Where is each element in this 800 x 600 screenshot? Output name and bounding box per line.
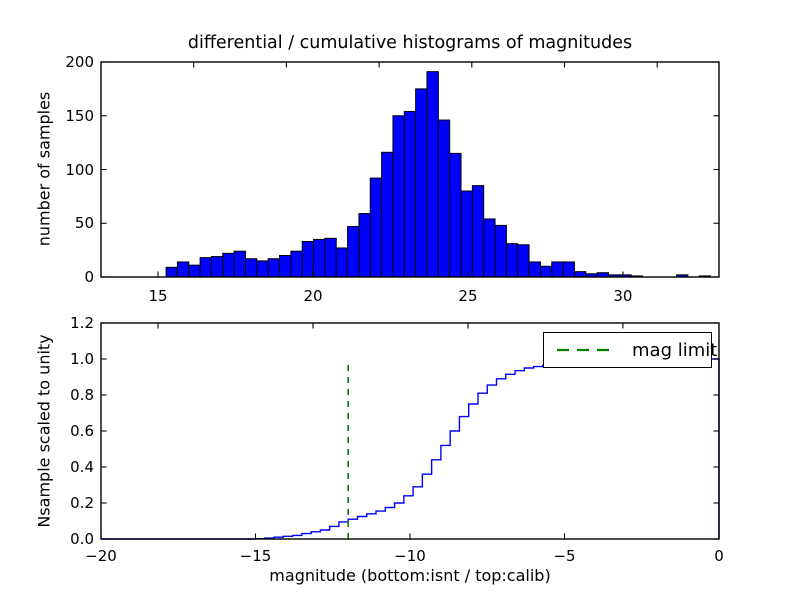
histogram-bar: [222, 252, 235, 278]
histogram-bar: [188, 264, 201, 278]
histogram-bar: [347, 225, 360, 278]
histogram-bar: [437, 119, 451, 278]
histogram-bar: [551, 261, 564, 278]
histogram-bar: [233, 250, 246, 278]
top-chart-xtick-label: 30: [613, 287, 633, 305]
bottom-chart-ytick-label: 0.0: [70, 530, 94, 548]
top-chart-xtick-label: 15: [148, 287, 168, 305]
histogram-bar: [267, 258, 281, 278]
histogram-bar: [392, 115, 405, 278]
histogram-bar: [426, 71, 439, 278]
histogram-bar: [483, 218, 496, 278]
histogram-bar: [244, 258, 258, 278]
cumulative-step-curve: [101, 358, 720, 540]
bottom-chart-ytick-label: 1.2: [70, 314, 94, 332]
histogram-bar: [176, 261, 190, 278]
histogram-bar: [494, 224, 507, 278]
histogram-bar: [449, 152, 462, 278]
histogram-bar: [528, 261, 541, 278]
chart-title: differential / cumulative histograms of …: [187, 33, 633, 53]
histogram-bar: [562, 261, 575, 278]
bottom-chart-xtick-label: −20: [85, 547, 117, 565]
top-chart-xtick-label: 20: [303, 287, 323, 305]
bottom-chart-ytick-label: 0.4: [70, 458, 94, 476]
histogram-bar: [335, 247, 349, 278]
histogram-bar: [505, 243, 519, 278]
top-chart-xtick-label: 25: [458, 287, 478, 305]
histogram-bar: [415, 88, 428, 278]
histogram-bar: [256, 260, 269, 278]
histogram-bar: [403, 110, 417, 278]
bottom-chart-ytick-label: 0.8: [70, 386, 94, 404]
legend-label: mag limit: [632, 339, 718, 361]
histogram-bar: [460, 190, 473, 278]
bottom-chart-ytick-label: 1.0: [70, 350, 94, 368]
bottom-chart-xtick-label: −10: [394, 547, 426, 565]
bottom-chart-xlabel: magnitude (bottom:isnt / top:calib): [269, 566, 551, 585]
histogram-bar: [573, 271, 587, 278]
histogram-bar: [471, 185, 485, 278]
histogram-bar: [324, 237, 337, 278]
bottom-chart-xtick-label: −15: [239, 547, 272, 565]
bottom-chart-xtick-label: 0: [714, 547, 724, 565]
histogram-bar: [381, 151, 394, 278]
top-chart-ytick-label: 100: [65, 160, 94, 179]
histogram-bar: [369, 177, 383, 278]
histogram-bar: [358, 213, 371, 278]
top-chart-ytick-label: 0: [84, 268, 94, 286]
histogram-bar: [279, 255, 292, 278]
top-chart-ytick-label: 200: [65, 53, 94, 71]
bottom-chart-ytick-label: 0.6: [70, 422, 94, 440]
bottom-chart-xtick-label: −5: [553, 547, 576, 565]
histogram-bar: [210, 256, 224, 278]
histogram-bar: [290, 250, 303, 278]
bottom-chart-ytick-label: 0.2: [70, 494, 94, 512]
histogram-bar: [517, 244, 530, 278]
histogram-bar: [301, 241, 315, 278]
legend-box: mag limit: [543, 332, 717, 368]
dashed-line-sample: [557, 348, 613, 352]
histogram-bar: [199, 257, 212, 278]
top-chart-ytick-label: 50: [74, 214, 94, 233]
histogram-bar: [165, 266, 178, 278]
top-chart-ytick-label: 150: [65, 106, 94, 125]
histogram-bar: [313, 238, 326, 278]
histogram-bar: [539, 265, 553, 278]
